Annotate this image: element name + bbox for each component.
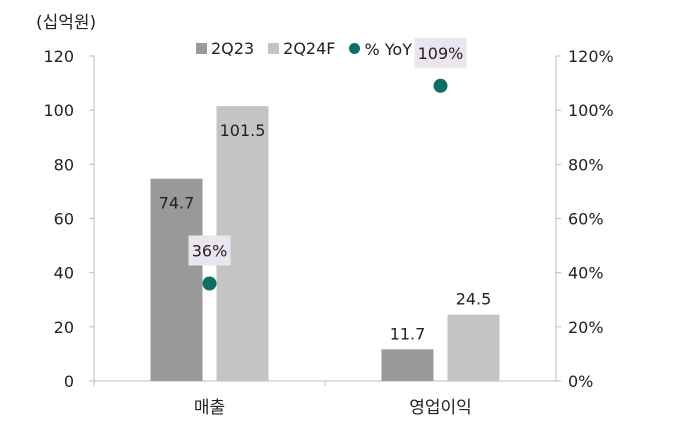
y-axis-tick-label: 100 xyxy=(43,101,74,120)
yoy-value-label: 36% xyxy=(192,242,228,261)
bar-value-label: 101.5 xyxy=(220,121,266,140)
legend-item-2q24f: 2Q24F xyxy=(268,39,335,58)
y-axis-tick-label: 0 xyxy=(64,372,74,391)
y2-axis-tick-label: 20% xyxy=(568,318,604,337)
yoy-label-background xyxy=(414,37,467,68)
legend-label-2q24f: 2Q24F xyxy=(283,38,336,58)
bar-2q23 xyxy=(150,178,203,381)
bar-value-label: 74.7 xyxy=(159,194,195,213)
bar-value-label: 24.5 xyxy=(456,290,492,309)
yoy-marker xyxy=(202,276,217,291)
y-axis-tick-label: 60 xyxy=(54,210,74,229)
y-axis-unit-label: (십억원) xyxy=(36,13,97,33)
bar-2q24f xyxy=(447,314,500,381)
y2-axis-tick-label: 100% xyxy=(568,101,614,120)
chart-legend: 2Q23 2Q24F % YoY (우) xyxy=(196,36,458,60)
legend-swatch-2q23 xyxy=(196,42,207,54)
legend-marker-yoy xyxy=(349,42,361,54)
x-axis-category-label: 영업이익 xyxy=(409,398,472,418)
legend-item-2q23: 2Q23 xyxy=(196,39,254,58)
y2-axis-tick-label: 0% xyxy=(568,372,593,391)
y2-axis-tick-label: 40% xyxy=(568,264,604,283)
y-axis-tick-label: 80 xyxy=(54,155,74,174)
y2-axis-tick-label: 60% xyxy=(568,210,604,229)
bar-2q23 xyxy=(381,349,434,381)
y2-axis-tick-label: 80% xyxy=(568,155,604,174)
y-axis-tick-label: 120 xyxy=(43,47,74,66)
yoy-value-label: 109% xyxy=(418,44,464,63)
legend-label-2q23: 2Q23 xyxy=(211,38,255,58)
bar-value-label: 11.7 xyxy=(390,324,426,343)
yoy-label-background xyxy=(188,235,231,266)
x-axis-category-label: 매출 xyxy=(194,398,225,418)
y2-axis-tick-label: 120% xyxy=(568,47,614,66)
yoy-marker xyxy=(433,78,448,93)
legend-swatch-2q24f xyxy=(268,42,280,54)
y-axis-tick-label: 20 xyxy=(54,318,74,337)
y-axis-tick-label: 40 xyxy=(54,264,74,283)
